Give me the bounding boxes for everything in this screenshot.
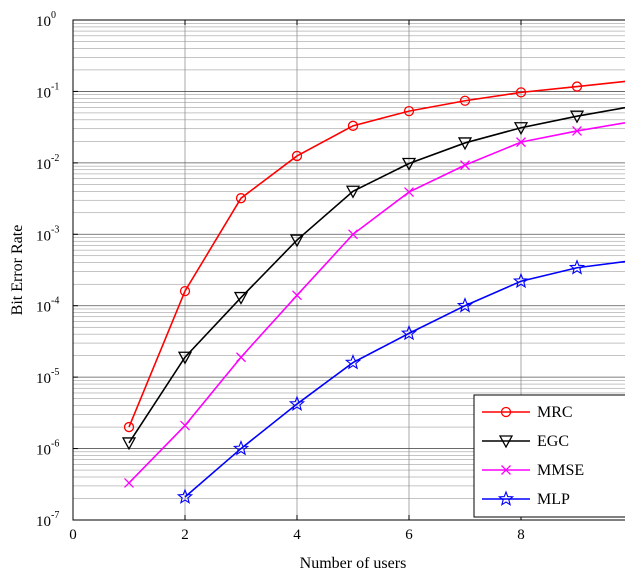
data-point-mrc xyxy=(291,150,303,162)
axis-ticks: 024681010010-110-210-310-410-510-610-7 xyxy=(36,10,525,543)
x-tick-label: 2 xyxy=(181,527,189,543)
data-point-egc xyxy=(569,110,585,124)
data-point-mlp xyxy=(568,259,586,275)
data-point-mmse xyxy=(516,137,526,148)
series-mmse xyxy=(124,121,625,488)
data-point-mlp xyxy=(176,488,194,504)
y-tick-exponent: -2 xyxy=(51,153,59,164)
data-point-mlp xyxy=(232,440,250,456)
data-point-mmse xyxy=(124,478,134,488)
y-tick-exponent: -6 xyxy=(51,439,59,450)
data-point-egc xyxy=(457,137,473,151)
y-tick-label: 10-4 xyxy=(36,296,59,316)
data-point-mlp xyxy=(400,324,418,341)
legend-label: MRC xyxy=(537,404,573,421)
x-tick-label: 8 xyxy=(517,527,525,543)
y-tick-base: 10 xyxy=(36,157,51,173)
legend: MRC EGC MMSE MLP xyxy=(473,394,625,518)
legend-label: EGC xyxy=(537,433,569,450)
legend-marker xyxy=(500,406,512,418)
series-layer xyxy=(121,80,625,504)
legend-item-mlp: MLP xyxy=(482,490,570,508)
y-tick-label: 10-2 xyxy=(36,153,59,173)
legend-item-egc: EGC xyxy=(482,433,569,450)
legend-marker xyxy=(501,465,511,475)
y-tick-label: 10-5 xyxy=(36,367,59,387)
data-point-mrc xyxy=(403,105,415,117)
x-tick-label: 6 xyxy=(405,527,413,543)
data-point-mrc xyxy=(123,421,135,433)
y-tick-exponent: -3 xyxy=(51,224,59,235)
data-point-mmse xyxy=(348,229,358,240)
legend-item-mmse: MMSE xyxy=(482,462,584,479)
data-point-mmse xyxy=(236,352,246,363)
data-point-egc xyxy=(345,185,361,199)
series-line-mlp xyxy=(184,260,625,498)
data-point-mrc xyxy=(459,95,471,106)
y-tick-label: 10-7 xyxy=(36,510,59,530)
data-point-mmse xyxy=(460,160,470,171)
data-point-mlp xyxy=(288,395,306,411)
y-tick-base: 10 xyxy=(36,14,51,30)
plot-frame xyxy=(72,19,625,521)
data-point-mrc xyxy=(235,193,247,204)
data-point-mlp xyxy=(456,297,474,313)
y-tick-exponent: -5 xyxy=(51,367,59,378)
y-tick-exponent: -7 xyxy=(51,510,59,521)
data-point-mmse xyxy=(572,125,582,136)
data-point-mmse xyxy=(404,187,414,198)
data-point-mlp xyxy=(512,272,530,289)
data-point-mrc xyxy=(571,81,583,92)
series-line-mmse xyxy=(128,121,625,484)
y-tick-label: 10-3 xyxy=(36,224,59,244)
data-point-mmse xyxy=(180,420,190,431)
y-tick-label: 10-1 xyxy=(36,81,59,101)
x-tick-label: 4 xyxy=(293,527,301,543)
y-tick-exponent: 0 xyxy=(51,10,56,21)
y-tick-base: 10 xyxy=(36,514,51,530)
data-point-egc xyxy=(233,291,249,305)
data-point-mrc xyxy=(179,285,191,297)
series-egc xyxy=(121,106,625,451)
data-point-egc xyxy=(177,351,193,365)
y-tick-base: 10 xyxy=(36,85,51,101)
y-tick-base: 10 xyxy=(36,371,51,387)
data-point-egc xyxy=(121,437,137,451)
legend-label: MLP xyxy=(537,491,570,508)
data-point-mrc xyxy=(515,87,527,98)
y-tick-base: 10 xyxy=(36,443,51,459)
data-point-egc xyxy=(513,122,529,136)
series-line-mrc xyxy=(128,80,625,428)
legend-marker xyxy=(497,490,515,506)
y-tick-base: 10 xyxy=(36,228,51,244)
y-tick-exponent: -4 xyxy=(51,296,59,307)
y-axis-label: Bit Error Rate xyxy=(9,225,26,316)
data-point-mmse xyxy=(292,290,302,301)
legend-marker xyxy=(498,435,514,449)
data-point-egc xyxy=(401,157,417,171)
series-line-egc xyxy=(128,106,625,444)
y-tick-base: 10 xyxy=(36,300,51,316)
data-point-mrc xyxy=(347,120,359,131)
x-tick-label: 0 xyxy=(69,527,77,543)
x-axis-label: Number of users xyxy=(300,555,407,572)
legend-label: MMSE xyxy=(537,462,584,479)
y-tick-exponent: -1 xyxy=(51,81,59,92)
legend-item-mrc: MRC xyxy=(482,404,573,421)
series-mrc xyxy=(123,80,625,433)
data-point-egc xyxy=(289,234,305,248)
series-mlp xyxy=(176,257,625,504)
data-point-mlp xyxy=(344,354,362,370)
y-tick-label: 100 xyxy=(36,10,56,30)
y-tick-label: 10-6 xyxy=(36,439,59,459)
